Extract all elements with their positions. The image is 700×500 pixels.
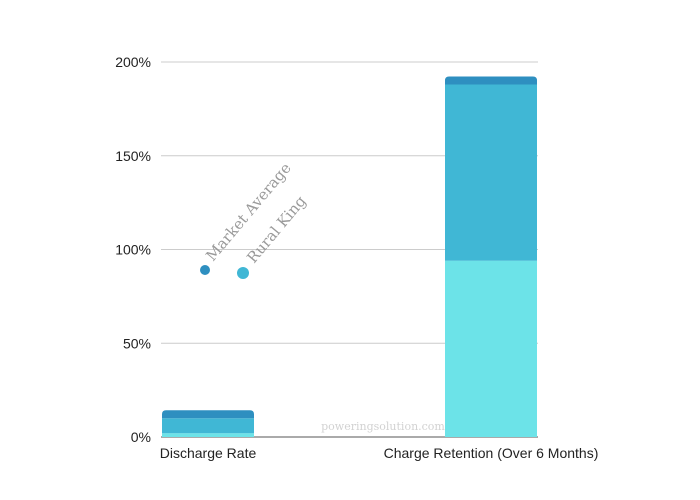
legend-marker xyxy=(237,267,249,279)
x-category-label: Charge Retention (Over 6 Months) xyxy=(384,445,599,461)
legend-marker xyxy=(200,265,210,275)
bar-segment-rural-king xyxy=(162,433,254,437)
y-tick-label: 200% xyxy=(115,54,151,70)
watermark: poweringsolution.com xyxy=(321,420,445,433)
x-category-label: Discharge Rate xyxy=(160,445,257,461)
bars xyxy=(162,76,537,437)
x-axis-categories: Discharge Rate Charge Retention (Over 6 M… xyxy=(160,445,599,461)
bar-segment-rural-king xyxy=(445,260,537,437)
bar-cap xyxy=(162,410,254,419)
bar-segment-market-average xyxy=(162,418,254,434)
y-tick-label: 100% xyxy=(115,242,151,258)
bar-segment-market-average xyxy=(445,84,537,261)
y-tick-label: 0% xyxy=(131,429,151,445)
y-tick-label: 150% xyxy=(115,148,151,164)
y-axis-ticks: 0% 50% 100% 150% 200% xyxy=(115,54,151,445)
y-tick-label: 50% xyxy=(123,335,151,351)
bar-cap xyxy=(445,76,537,85)
